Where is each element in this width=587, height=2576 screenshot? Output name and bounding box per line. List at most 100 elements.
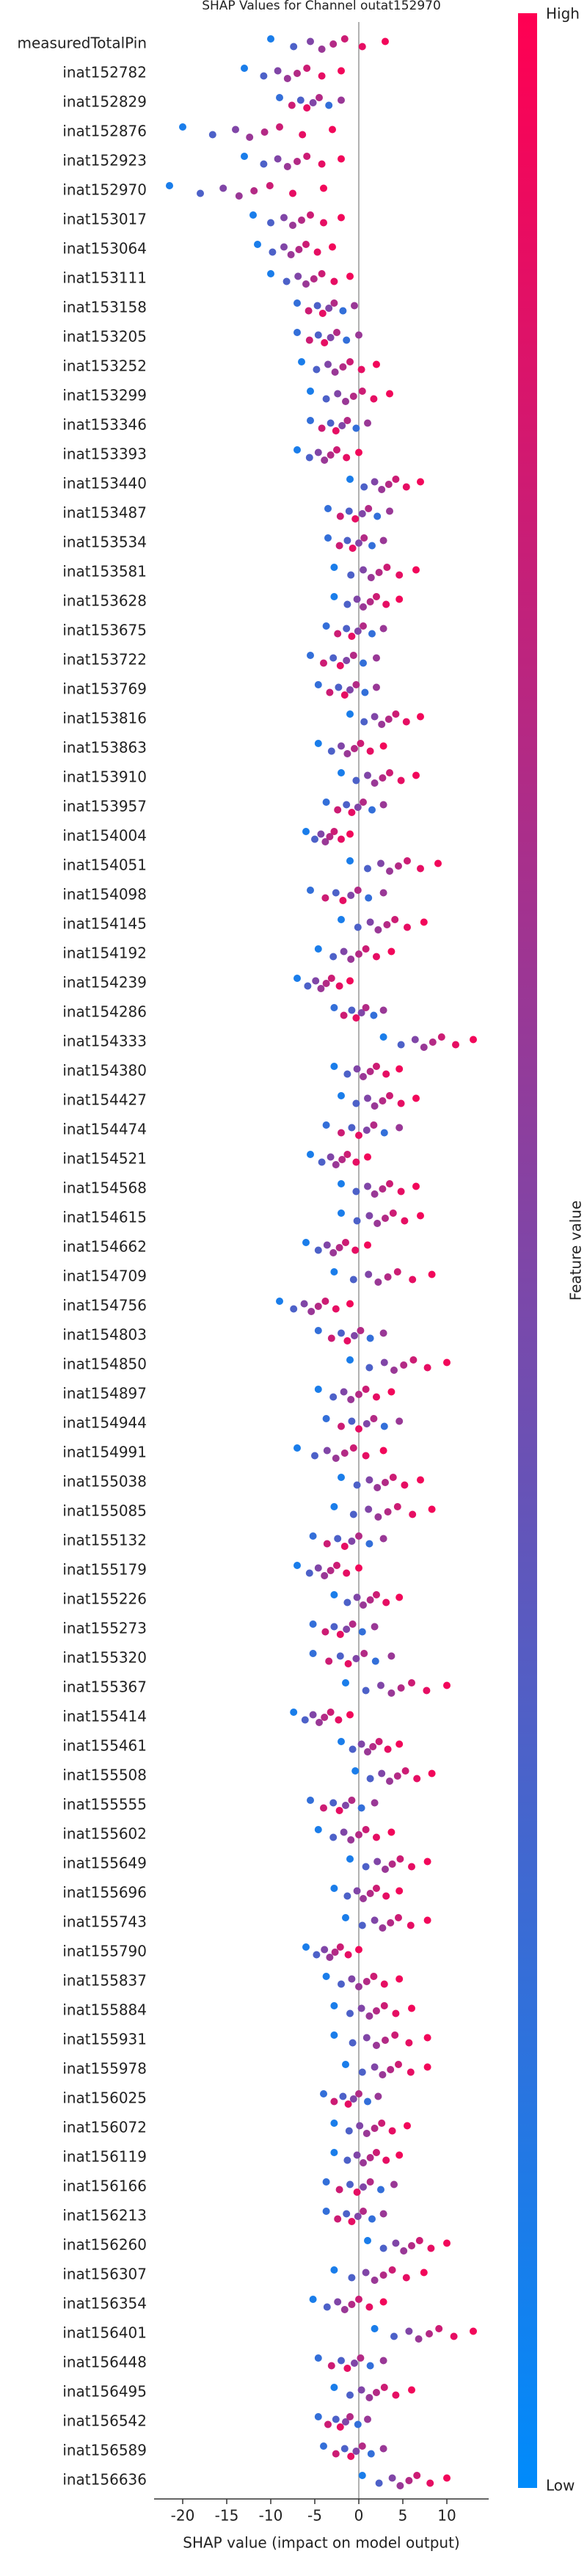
x-tick-label: -20	[171, 2507, 195, 2525]
dot	[351, 745, 358, 752]
dot	[382, 600, 390, 608]
dot	[298, 358, 305, 365]
dot	[351, 515, 360, 523]
dot	[426, 2479, 434, 2487]
y-tick-label: inat153957	[62, 798, 147, 815]
dot	[346, 2413, 354, 2420]
y-tick-label: inat156542	[62, 2412, 147, 2430]
dot	[443, 1358, 451, 1367]
dot	[364, 1748, 371, 1755]
dot	[289, 189, 296, 197]
dot	[371, 2325, 379, 2332]
dot	[371, 2063, 379, 2071]
dot	[280, 214, 288, 222]
dot	[336, 662, 344, 669]
dot	[379, 1535, 387, 1543]
dot	[280, 243, 288, 251]
dot	[379, 2445, 387, 2453]
dot	[371, 478, 379, 486]
dot	[413, 2472, 421, 2479]
dot	[393, 1772, 401, 1780]
dot	[309, 1650, 317, 1657]
dot	[346, 2391, 354, 2399]
dot	[334, 630, 342, 638]
dot	[302, 828, 310, 835]
dot	[340, 1828, 348, 1836]
dot	[325, 101, 333, 109]
dot	[391, 2031, 399, 2039]
dot	[406, 1921, 415, 1929]
dot	[373, 360, 380, 368]
y-tick-label: inat155461	[62, 1737, 147, 1755]
dot	[355, 1983, 362, 1990]
dot	[314, 1564, 322, 1572]
dot	[395, 2061, 402, 2068]
dot	[338, 1980, 345, 1988]
y-tick-label: inat156025	[62, 2089, 147, 2107]
dot	[390, 2332, 398, 2340]
dot	[358, 1628, 366, 1636]
dot	[434, 859, 442, 867]
dot	[379, 1006, 387, 1014]
dot	[382, 1892, 390, 1900]
dot	[332, 1455, 340, 1462]
dot	[320, 1804, 327, 1812]
y-tick-label: inat154286	[62, 1003, 147, 1021]
dot	[348, 1797, 356, 1804]
dot	[346, 1356, 354, 1364]
dot	[366, 598, 374, 605]
dot	[321, 894, 329, 902]
dot	[330, 593, 338, 600]
dot	[298, 217, 305, 224]
dot	[269, 248, 277, 256]
dot	[322, 980, 330, 987]
dot	[384, 481, 393, 488]
dot	[379, 2357, 387, 2365]
dot	[388, 2474, 396, 2482]
dot	[375, 1738, 383, 1745]
dot	[320, 2090, 327, 2097]
dot	[314, 2354, 322, 2362]
dot	[331, 368, 339, 376]
y-tick-label: inat154427	[62, 1091, 147, 1109]
dot	[360, 798, 367, 806]
dot	[347, 2453, 355, 2460]
dot	[366, 1775, 374, 1783]
dot	[329, 953, 338, 961]
dot	[397, 1099, 405, 1107]
dot	[374, 1513, 382, 1521]
dot	[370, 1973, 378, 1980]
dot	[294, 272, 302, 280]
dot	[384, 1745, 392, 1753]
dot	[362, 2034, 371, 2042]
dot	[329, 1799, 338, 1807]
dot	[358, 2472, 366, 2479]
dot	[415, 2237, 423, 2244]
dot	[355, 331, 362, 339]
dot	[371, 1799, 379, 1807]
dot	[373, 654, 380, 662]
dot	[380, 2002, 388, 2009]
dot	[387, 1652, 395, 1660]
dot	[352, 776, 360, 785]
dot	[371, 1190, 379, 1198]
y-tick-label: inat154004	[62, 827, 147, 845]
dot	[353, 595, 361, 603]
dot	[371, 779, 379, 787]
dot	[355, 1946, 362, 1954]
y-tick-label: inat154474	[62, 1121, 147, 1138]
dot	[294, 975, 301, 982]
dot	[307, 417, 314, 424]
dot	[366, 1890, 374, 1897]
dot	[365, 1505, 373, 1513]
dot	[470, 2327, 477, 2335]
dot	[338, 742, 345, 750]
dot	[379, 801, 387, 809]
dot	[309, 1711, 317, 1719]
y-tick-label: inat153487	[62, 504, 147, 522]
dot	[360, 1073, 367, 1080]
dot	[314, 2413, 322, 2420]
y-tick-label: inat154991	[62, 1444, 147, 1461]
dot	[400, 2247, 408, 2255]
dot	[387, 2066, 395, 2073]
